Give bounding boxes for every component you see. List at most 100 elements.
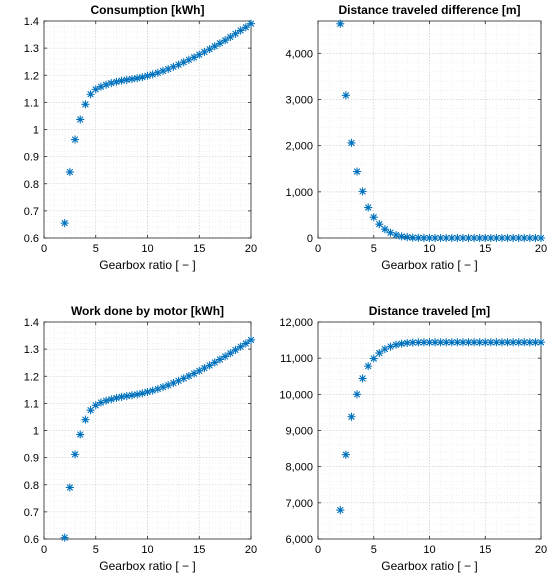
- x-tick-label: 0: [41, 243, 47, 255]
- x-tick-label: 20: [245, 243, 257, 255]
- x-tick-label: 10: [141, 544, 153, 556]
- data-point: [122, 75, 131, 85]
- data-point: [497, 233, 507, 243]
- y-tick-label: 1.4: [24, 16, 39, 28]
- data-point: [336, 19, 345, 28]
- x-axis-label: Gearbox ratio [ − ]: [381, 559, 477, 573]
- plot-area: [317, 321, 542, 540]
- data-point: [236, 26, 245, 35]
- data-point: [520, 233, 529, 243]
- y-tick-label: 3,000: [285, 94, 313, 106]
- data-point: [231, 29, 240, 38]
- x-axis-label: Gearbox ratio [ − ]: [99, 559, 195, 573]
- chart-title: Work done by motor [kWh]: [71, 304, 224, 318]
- data-point: [403, 338, 412, 348]
- data-point: [408, 233, 417, 242]
- data-point: [189, 369, 199, 378]
- data-point: [497, 338, 507, 347]
- data-point: [158, 382, 168, 392]
- data-point: [481, 233, 490, 243]
- y-tick-label: 11,000: [280, 353, 313, 365]
- data-point: [231, 345, 240, 355]
- chart-title: Distance traveled difference [m]: [338, 3, 520, 17]
- data-point: [453, 338, 462, 347]
- data-point: [375, 219, 384, 229]
- x-axis-label: Gearbox ratio [ − ]: [99, 258, 195, 272]
- data-point: [341, 450, 351, 459]
- data-point: [195, 50, 204, 59]
- data-point: [112, 77, 121, 86]
- x-tick-label: 5: [93, 243, 99, 255]
- data-point: [430, 233, 440, 243]
- data-point: [453, 233, 462, 243]
- data-point: [447, 233, 456, 243]
- data-point: [101, 80, 111, 89]
- data-point: [414, 338, 423, 347]
- data-point: [419, 338, 429, 347]
- data-point: [246, 335, 256, 345]
- data-point: [391, 230, 401, 240]
- data-point: [153, 384, 162, 394]
- data-point: [101, 396, 111, 405]
- data-point: [164, 381, 173, 390]
- data-point: [514, 338, 523, 347]
- data-point: [81, 100, 90, 109]
- y-tick-label: 8,000: [285, 462, 313, 474]
- data-point: [184, 371, 194, 381]
- data-point: [403, 233, 412, 242]
- data-point: [76, 115, 85, 124]
- data-point: [536, 338, 546, 347]
- data-point: [369, 213, 378, 222]
- data-point: [380, 344, 390, 354]
- x-tick-label: 0: [315, 243, 321, 255]
- data-point: [107, 78, 116, 88]
- data-point: [215, 355, 225, 364]
- data-point: [492, 338, 501, 347]
- y-tick-label: 12,000: [279, 317, 313, 329]
- data-point: [391, 340, 401, 349]
- y-tick-label: 2,000: [285, 141, 313, 153]
- x-tick-label: 15: [193, 544, 205, 556]
- data-point: [127, 74, 137, 84]
- chart-title: Distance traveled [m]: [369, 304, 490, 318]
- x-axis-label: Gearbox ratio [ − ]: [381, 258, 477, 272]
- data-point: [486, 233, 495, 243]
- data-series: [60, 19, 256, 228]
- data-point: [205, 361, 214, 370]
- plot-area: [43, 20, 252, 239]
- consumption-chart: Consumption [kWh] Gearbox ratio [ − ] 0 5…: [24, 3, 257, 272]
- data-point: [352, 390, 362, 399]
- data-point: [358, 187, 367, 196]
- y-tick-label: 10,000: [279, 389, 313, 401]
- data-point: [503, 233, 512, 243]
- data-point: [158, 66, 168, 76]
- y-tick-label: 1,000: [285, 187, 313, 199]
- data-point: [397, 232, 406, 241]
- x-tick-label: 15: [479, 544, 491, 556]
- y-tick-label: 0.6: [24, 233, 39, 245]
- data-point: [215, 39, 225, 48]
- x-tick-label: 20: [245, 544, 257, 556]
- data-point: [425, 338, 434, 347]
- data-point: [341, 91, 351, 100]
- data-point: [458, 338, 468, 347]
- data-point: [397, 339, 406, 348]
- data-point: [481, 338, 490, 347]
- data-point: [76, 430, 85, 439]
- data-point: [133, 390, 142, 399]
- data-point: [347, 138, 356, 148]
- x-tick-label: 10: [423, 544, 435, 556]
- data-point: [469, 338, 479, 347]
- x-tick-label: 20: [535, 544, 547, 556]
- y-tick-label: 1.1: [24, 97, 39, 109]
- data-point: [508, 233, 518, 243]
- data-point: [179, 58, 188, 67]
- data-point: [65, 167, 75, 177]
- y-tick-label: 0.7: [24, 507, 39, 519]
- data-point: [226, 32, 235, 42]
- data-point: [386, 342, 395, 351]
- data-point: [112, 393, 121, 403]
- data-point: [195, 366, 204, 375]
- data-point: [475, 338, 484, 347]
- data-point: [210, 42, 219, 51]
